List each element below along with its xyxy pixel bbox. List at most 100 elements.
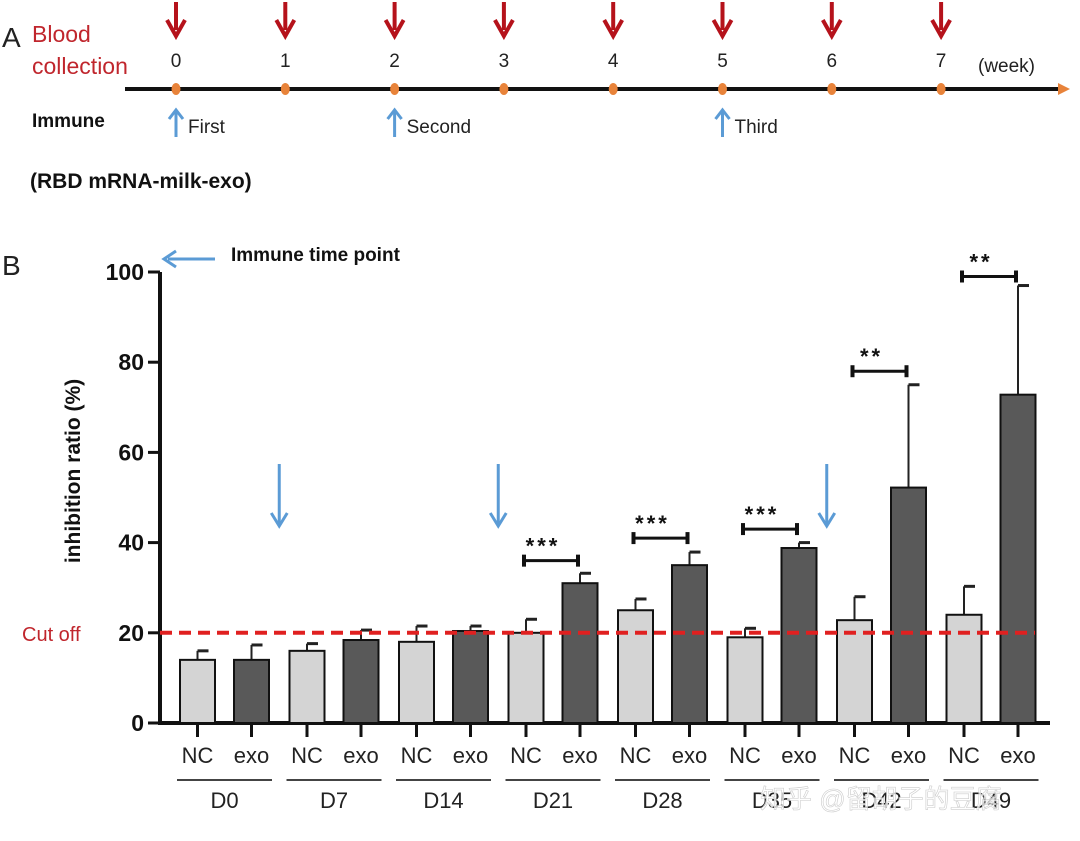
blood-collection-down-arrow-icon	[930, 19, 952, 41]
x-subcategory-label: exo	[343, 743, 378, 768]
x-subcategory-label: NC	[182, 743, 214, 768]
blood-collection-down-arrow-icon	[602, 19, 624, 41]
y-tick-label: 100	[106, 259, 144, 285]
x-subcategory-label: NC	[510, 743, 542, 768]
immunization-label: First	[188, 117, 226, 138]
group-label: D42	[861, 788, 901, 813]
panel-a-label: A	[2, 22, 21, 53]
immunization-label: Second	[407, 117, 471, 138]
group-label: D35	[752, 788, 792, 813]
x-subcategory-label: NC	[839, 743, 871, 768]
bar-nc-d14	[398, 640, 435, 725]
bar-exo-d49	[999, 393, 1037, 724]
y-tick-label: 0	[131, 710, 144, 736]
timeline-dot	[608, 83, 618, 95]
significance-stars: ***	[635, 511, 670, 536]
timeline-dot	[499, 83, 509, 95]
group-label: D0	[210, 788, 238, 813]
bar-exo-d42	[890, 486, 927, 724]
x-subcategory-label: exo	[1000, 743, 1035, 768]
week-tick-label: 0	[171, 51, 182, 72]
immune-up-arrow-icon	[167, 107, 185, 120]
y-axis-label: inhibition ratio (%)	[62, 379, 85, 563]
significance-stars: **	[860, 344, 883, 369]
x-subcategory-label: exo	[453, 743, 488, 768]
timeline-arrowhead-icon	[1058, 83, 1070, 95]
immune-up-arrow-icon	[386, 107, 403, 120]
x-subcategory-label: exo	[672, 743, 707, 768]
blood-collection-label-line1: Blood	[32, 21, 91, 47]
week-tick-label: 5	[717, 51, 728, 72]
bar-nc-d28	[617, 609, 654, 724]
x-subcategory-label: NC	[948, 743, 980, 768]
significance-stars: **	[969, 250, 992, 275]
group-label: D21	[533, 788, 573, 813]
immune-up-arrow-icon	[714, 107, 731, 120]
y-tick-label: 40	[118, 530, 144, 556]
bar-exo-d14	[452, 629, 489, 724]
immune-time-point-legend: Immune time point	[161, 245, 401, 269]
blood-collection-down-arrow-icon	[711, 19, 734, 41]
group-label: D7	[320, 788, 348, 813]
x-subcategory-label: exo	[781, 743, 816, 768]
significance-stars: ***	[526, 534, 561, 559]
x-subcategory-label: NC	[620, 743, 652, 768]
timeline-dot	[280, 83, 290, 95]
legend-left-arrow-icon	[161, 249, 177, 269]
week-unit-label: (week)	[978, 56, 1035, 77]
x-subcategory-label: NC	[291, 743, 323, 768]
immune-time-point-down-arrow-icon	[817, 512, 837, 529]
timeline-dot	[827, 83, 837, 95]
bar-exo-d35	[780, 547, 818, 725]
bar-exo-d7	[342, 639, 380, 724]
timeline-dot	[390, 83, 400, 95]
week-tick-label: 6	[827, 51, 838, 72]
immune-time-point-down-arrow-icon	[488, 512, 508, 529]
bar-exo-d21	[561, 582, 599, 724]
blood-collection-label-line2: collection	[32, 53, 128, 79]
significance-stars: ***	[745, 502, 780, 527]
panel-b-chart: B Immune time point inhibition ratio (%)…	[2, 245, 1050, 814]
week-tick-label: 7	[936, 51, 947, 72]
blood-collection-down-arrow-icon	[165, 19, 187, 41]
immune-time-point-label: Immune time point	[231, 245, 401, 266]
week-tick-label: 4	[608, 51, 619, 72]
bar-nc-d35	[726, 636, 764, 724]
vaccine-label: (RBD mRNA-milk-exo)	[30, 170, 252, 193]
x-subcategory-label: NC	[401, 743, 433, 768]
x-subcategory-label: NC	[729, 743, 761, 768]
group-label: D28	[642, 788, 682, 813]
week-tick-label: 2	[389, 51, 400, 72]
blood-collection-down-arrow-icon	[274, 19, 297, 41]
immune-time-point-down-arrow-icon	[269, 512, 289, 529]
panel-b-label: B	[2, 250, 21, 281]
bar-nc-d0	[179, 658, 216, 724]
group-label: D49	[971, 788, 1011, 813]
bar-exo-d28	[671, 564, 708, 725]
week-tick-label: 3	[499, 51, 510, 72]
panel-a-timeline: A Blood collection 0 1 2 3 4 5 6 7 (week) Immun…	[2, 2, 1070, 193]
timeline-dot	[718, 83, 727, 95]
timeline-dot	[936, 83, 946, 95]
timeline-dot	[171, 83, 181, 95]
immune-label: Immune	[32, 111, 105, 132]
bar-nc-d21	[507, 631, 545, 724]
y-tick-label: 60	[118, 439, 144, 465]
cutoff-label: Cut off	[22, 624, 81, 646]
bar-exo-d0	[233, 658, 270, 724]
bar-nc-d7	[288, 649, 326, 725]
x-subcategory-label: exo	[891, 743, 926, 768]
blood-collection-down-arrow-icon	[821, 19, 843, 41]
week-tick-label: 1	[280, 51, 291, 72]
blood-collection-down-arrow-icon	[383, 19, 406, 41]
y-tick-label: 80	[118, 349, 144, 375]
bar-nc-d42	[836, 619, 873, 724]
blood-collection-down-arrow-icon	[493, 19, 515, 41]
x-subcategory-label: exo	[234, 743, 269, 768]
y-tick-label: 20	[118, 620, 144, 646]
x-subcategory-label: exo	[562, 743, 597, 768]
immunization-label: Third	[735, 117, 778, 138]
group-label: D14	[423, 788, 463, 813]
watermark: 知乎 @留胡子的豆腐	[760, 784, 1002, 814]
